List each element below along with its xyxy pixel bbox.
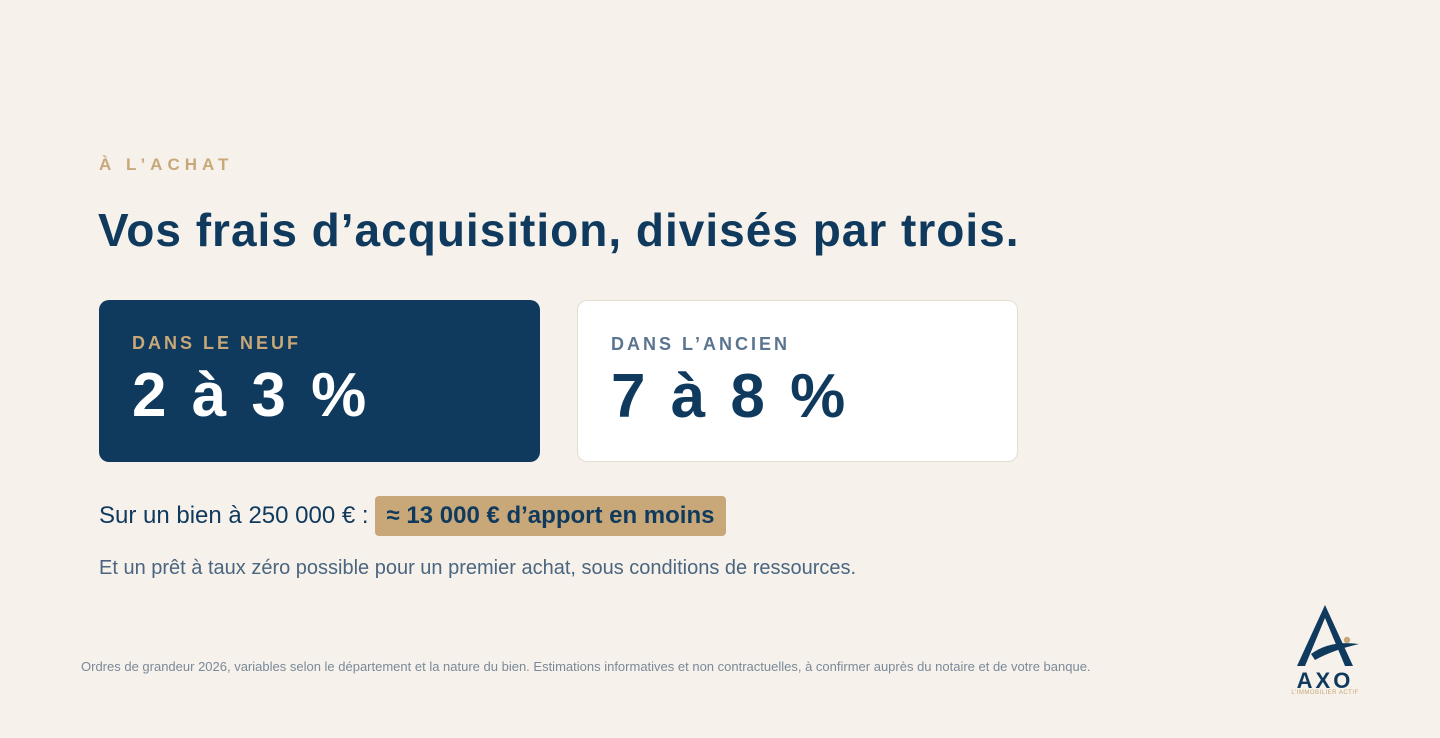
logo-tagline: L’IMMOBILIER ACTIF: [1291, 690, 1359, 696]
card-existing: DANS L’ANCIEN 7 à 8 %: [577, 300, 1018, 462]
card-new-value: 2 à 3 %: [132, 361, 371, 430]
example-row: Sur un bien à 250 000 € : ≈ 13 000 € d’a…: [99, 496, 727, 536]
card-existing-value: 7 à 8 %: [611, 362, 850, 431]
eyebrow-label: À L’ACHAT: [99, 155, 234, 174]
logo-name: AXO: [1297, 668, 1354, 693]
disclaimer: Ordres de grandeur 2026, variables selon…: [81, 659, 1091, 674]
axo-logo-icon: AXO: [1297, 605, 1359, 693]
card-new-label: DANS LE NEUF: [132, 333, 302, 353]
card-new-build: DANS LE NEUF 2 à 3 %: [99, 300, 540, 462]
example-prefix: Sur un bien à 250 000 € :: [99, 502, 369, 529]
page-title: Vos frais d’acquisition, divisés par tro…: [98, 204, 1020, 256]
savings-highlight: ≈ 13 000 € d’apport en moins: [374, 496, 727, 536]
card-existing-label: DANS L’ANCIEN: [611, 334, 791, 354]
ptz-note: Et un prêt à taux zéro possible pour un …: [99, 557, 857, 579]
